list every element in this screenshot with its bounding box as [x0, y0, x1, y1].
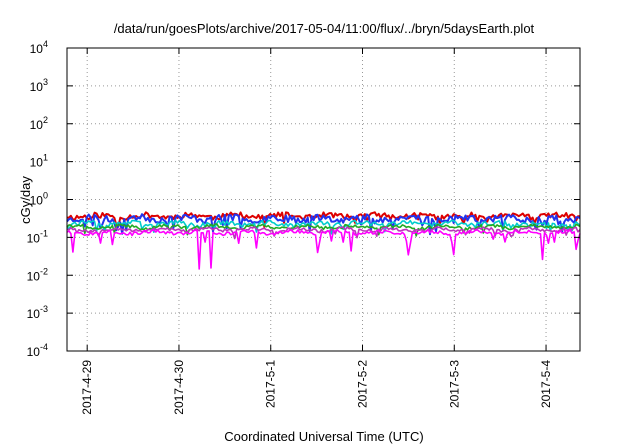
y-tick-exponent: -2	[40, 266, 48, 276]
y-tick-exponent: 1	[43, 153, 48, 163]
series-line	[66, 228, 581, 270]
x-tick-label: 2017-5-4	[539, 360, 553, 408]
y-tick-label: 10-4	[27, 342, 48, 359]
y-tick-label: 10-3	[27, 304, 48, 321]
x-tick-label: 2017-5-1	[264, 360, 278, 408]
y-tick-exponent: -1	[40, 228, 48, 238]
y-tick-exponent: 0	[43, 191, 48, 201]
y-tick-exponent: 4	[43, 39, 48, 49]
y-tick-label: 101	[30, 153, 48, 170]
x-tick-label: 2017-4-29	[80, 360, 94, 415]
grid	[67, 48, 580, 351]
y-tick-exponent: -4	[40, 342, 48, 352]
y-tick-exponent: 2	[43, 115, 48, 125]
x-tick-label: 2017-5-2	[356, 360, 370, 408]
y-tick-label: 104	[30, 39, 48, 56]
y-tick-exponent: -3	[40, 304, 48, 314]
y-tick-label: 10-1	[27, 228, 48, 245]
y-tick-label: 103	[30, 77, 48, 94]
y-axis-label: cGy/day	[18, 176, 33, 224]
x-tick-label: 2017-4-30	[172, 360, 186, 415]
x-axis: 2017-4-29 2017-4-30 2017-5-1 2017-5-2 2017-5…	[80, 48, 553, 415]
y-tick-label: 10-2	[27, 266, 48, 283]
x-tick-label: 2017-5-3	[447, 360, 461, 408]
series-line	[66, 213, 581, 236]
series-group	[66, 211, 581, 270]
y-tick-exponent: 3	[43, 77, 48, 87]
x-axis-label: Coordinated Universal Time (UTC)	[224, 429, 423, 444]
chart-title: /data/run/goesPlots/archive/2017-05-04/1…	[114, 21, 535, 36]
y-tick-label: 102	[30, 115, 48, 132]
